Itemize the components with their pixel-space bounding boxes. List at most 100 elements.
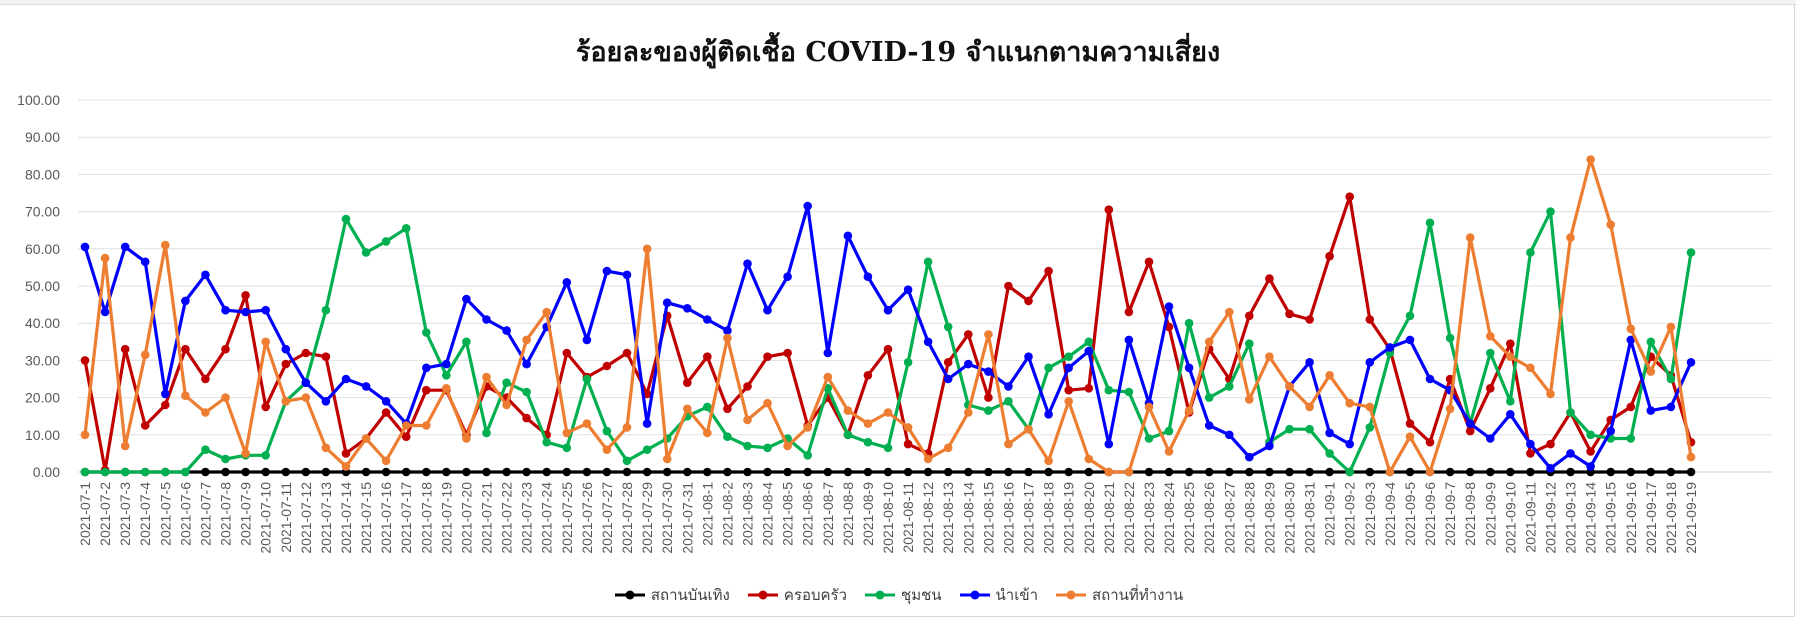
data-point [1445,404,1455,414]
data-point [1385,467,1395,477]
data-point [1686,452,1696,462]
data-point [281,467,291,477]
data-point [1425,467,1435,477]
data-point [80,356,90,365]
x-tick-label: 2021-07-16 [378,482,394,554]
series-0 [80,467,1696,477]
data-point [642,445,652,455]
data-point [683,378,692,388]
data-point [964,330,973,339]
x-tick-label: 2021-07-12 [298,482,314,554]
data-point [1445,333,1455,343]
x-tick-label: 2021-09-5 [1402,482,1418,546]
data-point [783,348,792,358]
data-point [1064,352,1073,362]
data-point [622,423,632,432]
data-point [1506,467,1515,477]
data-point [201,374,210,384]
data-point [883,408,893,417]
data-point [1084,384,1094,393]
x-tick-label: 2021-07-6 [177,482,193,546]
data-point [1526,467,1535,477]
data-point [241,467,250,477]
data-point [1245,452,1254,462]
data-point [281,359,291,369]
data-point [120,441,130,451]
chart-frame [0,4,1795,617]
x-tick-label: 2021-07-29 [639,482,655,554]
data-point [381,456,391,466]
data-point [1566,449,1575,458]
data-point [422,385,431,395]
data-point [1265,274,1274,283]
data-point [482,372,491,382]
x-tick-label: 2021-09-14 [1583,482,1599,554]
data-point [662,467,672,477]
data-point [422,421,431,430]
x-tick-label: 2021-07-14 [338,482,354,554]
data-point [622,348,632,358]
data-point [1465,233,1475,242]
data-point [1265,467,1274,477]
data-point [1144,467,1154,477]
data-point [1124,335,1134,345]
data-point [984,406,993,415]
data-point [1425,374,1435,384]
data-point [1225,307,1234,317]
x-tick-label: 2021-09-2 [1342,482,1358,546]
data-point [482,428,491,438]
data-point [401,432,411,442]
data-point [582,374,592,384]
x-tick-label: 2021-07-28 [619,482,635,554]
data-point [80,242,90,252]
data-point [361,434,371,443]
data-point [502,467,511,477]
legend-item: สถานที่ทำงาน [1054,583,1183,607]
data-point [1225,382,1234,391]
data-point [401,467,411,477]
legend-marker-icon [1056,590,1087,600]
x-tick-label: 2021-08-26 [1201,482,1217,554]
data-point [1526,248,1535,257]
x-tick-label: 2021-09-1 [1322,482,1338,546]
data-point [1506,410,1515,419]
data-point [1084,454,1094,464]
data-point [1405,467,1415,477]
data-point [201,445,210,455]
data-point [562,467,572,477]
data-point [422,363,431,373]
data-point [1626,335,1636,345]
data-point [1084,337,1094,347]
series-2 [80,207,1696,477]
data-point [703,428,712,438]
x-tick-label: 2021-07-26 [579,482,595,554]
data-point [1365,467,1375,477]
data-point [1325,251,1334,261]
x-tick-label: 2021-07-5 [157,482,173,546]
data-point [943,358,953,367]
x-tick-label: 2021-09-13 [1563,482,1579,554]
data-point [1204,393,1214,402]
data-point [1245,395,1254,404]
x-tick-label: 2021-08-1 [699,482,715,546]
data-point [1405,432,1415,442]
data-point [1666,467,1676,477]
data-point [341,449,351,458]
data-point [1486,331,1495,341]
data-point [783,441,792,451]
data-point [261,451,271,460]
x-tick-label: 2021-09-6 [1422,482,1438,546]
data-point [1184,467,1194,477]
data-point [161,389,170,399]
data-point [923,467,933,477]
y-tick-label: 0.00 [33,464,60,480]
data-point [743,382,752,391]
data-point [964,359,973,369]
data-point [1164,302,1174,311]
x-tick-label: 2021-08-11 [900,482,916,553]
x-tick-label: 2021-07-11 [278,482,294,553]
x-tick-label: 2021-07-4 [137,482,153,546]
data-point [1325,428,1334,438]
data-point [723,326,732,335]
data-point [1265,441,1274,451]
